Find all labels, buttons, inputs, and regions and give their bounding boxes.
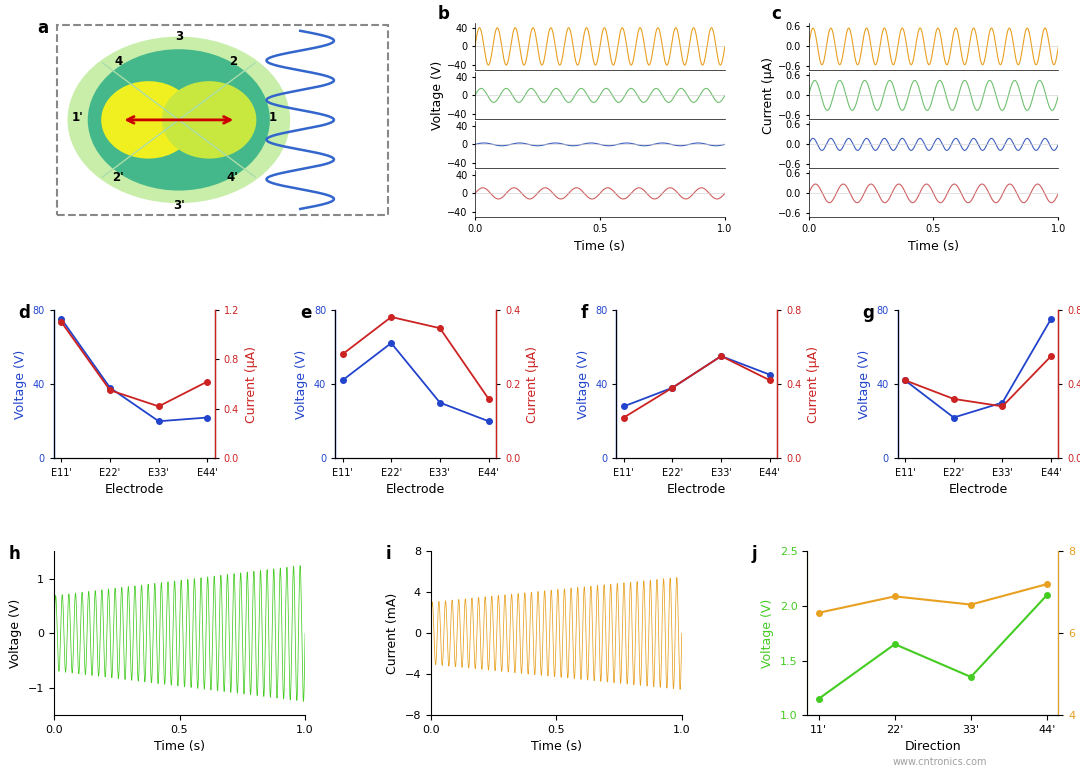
- Ellipse shape: [67, 37, 291, 203]
- Ellipse shape: [87, 49, 270, 191]
- Y-axis label: Current (μA): Current (μA): [807, 345, 820, 422]
- X-axis label: Time (s): Time (s): [575, 240, 625, 253]
- Text: e: e: [300, 304, 311, 321]
- X-axis label: Electrode: Electrode: [105, 483, 164, 496]
- Ellipse shape: [162, 82, 256, 158]
- Text: c: c: [771, 5, 781, 23]
- X-axis label: Electrode: Electrode: [386, 483, 445, 496]
- Ellipse shape: [102, 82, 195, 158]
- Text: 1': 1': [71, 112, 83, 125]
- Y-axis label: Voltage (V): Voltage (V): [296, 349, 309, 418]
- Y-axis label: Voltage (V): Voltage (V): [14, 349, 27, 418]
- Text: a: a: [37, 19, 49, 37]
- Y-axis label: Current (μA): Current (μA): [526, 345, 539, 422]
- Y-axis label: Current (μA): Current (μA): [245, 345, 258, 422]
- X-axis label: Time (s): Time (s): [154, 741, 205, 754]
- X-axis label: Electrode: Electrode: [948, 483, 1008, 496]
- Text: 4': 4': [227, 171, 239, 185]
- Text: j: j: [752, 544, 758, 563]
- Text: g: g: [862, 304, 874, 321]
- Text: 2': 2': [112, 171, 124, 185]
- Y-axis label: Voltage (V): Voltage (V): [761, 598, 774, 667]
- X-axis label: Time (s): Time (s): [530, 741, 582, 754]
- Text: f: f: [581, 304, 589, 321]
- Text: b: b: [437, 5, 449, 23]
- Text: 1: 1: [269, 112, 278, 125]
- Y-axis label: Voltage (V): Voltage (V): [431, 61, 444, 130]
- Text: h: h: [9, 544, 21, 563]
- Y-axis label: Voltage (V): Voltage (V): [577, 349, 590, 418]
- Text: 3': 3': [173, 198, 185, 211]
- Text: 2: 2: [229, 55, 237, 68]
- Text: 3: 3: [175, 30, 183, 43]
- Text: www.cntronics.com: www.cntronics.com: [892, 757, 987, 767]
- Y-axis label: Voltage (V): Voltage (V): [10, 598, 23, 667]
- Text: d: d: [18, 304, 30, 321]
- Y-axis label: Voltage (V): Voltage (V): [858, 349, 870, 418]
- Y-axis label: Current (mA): Current (mA): [386, 593, 399, 674]
- X-axis label: Electrode: Electrode: [667, 483, 727, 496]
- Text: 4: 4: [114, 55, 122, 68]
- Y-axis label: Current (μA): Current (μA): [761, 57, 774, 134]
- X-axis label: Time (s): Time (s): [908, 240, 959, 253]
- Text: i: i: [386, 544, 391, 563]
- X-axis label: Direction: Direction: [905, 741, 961, 754]
